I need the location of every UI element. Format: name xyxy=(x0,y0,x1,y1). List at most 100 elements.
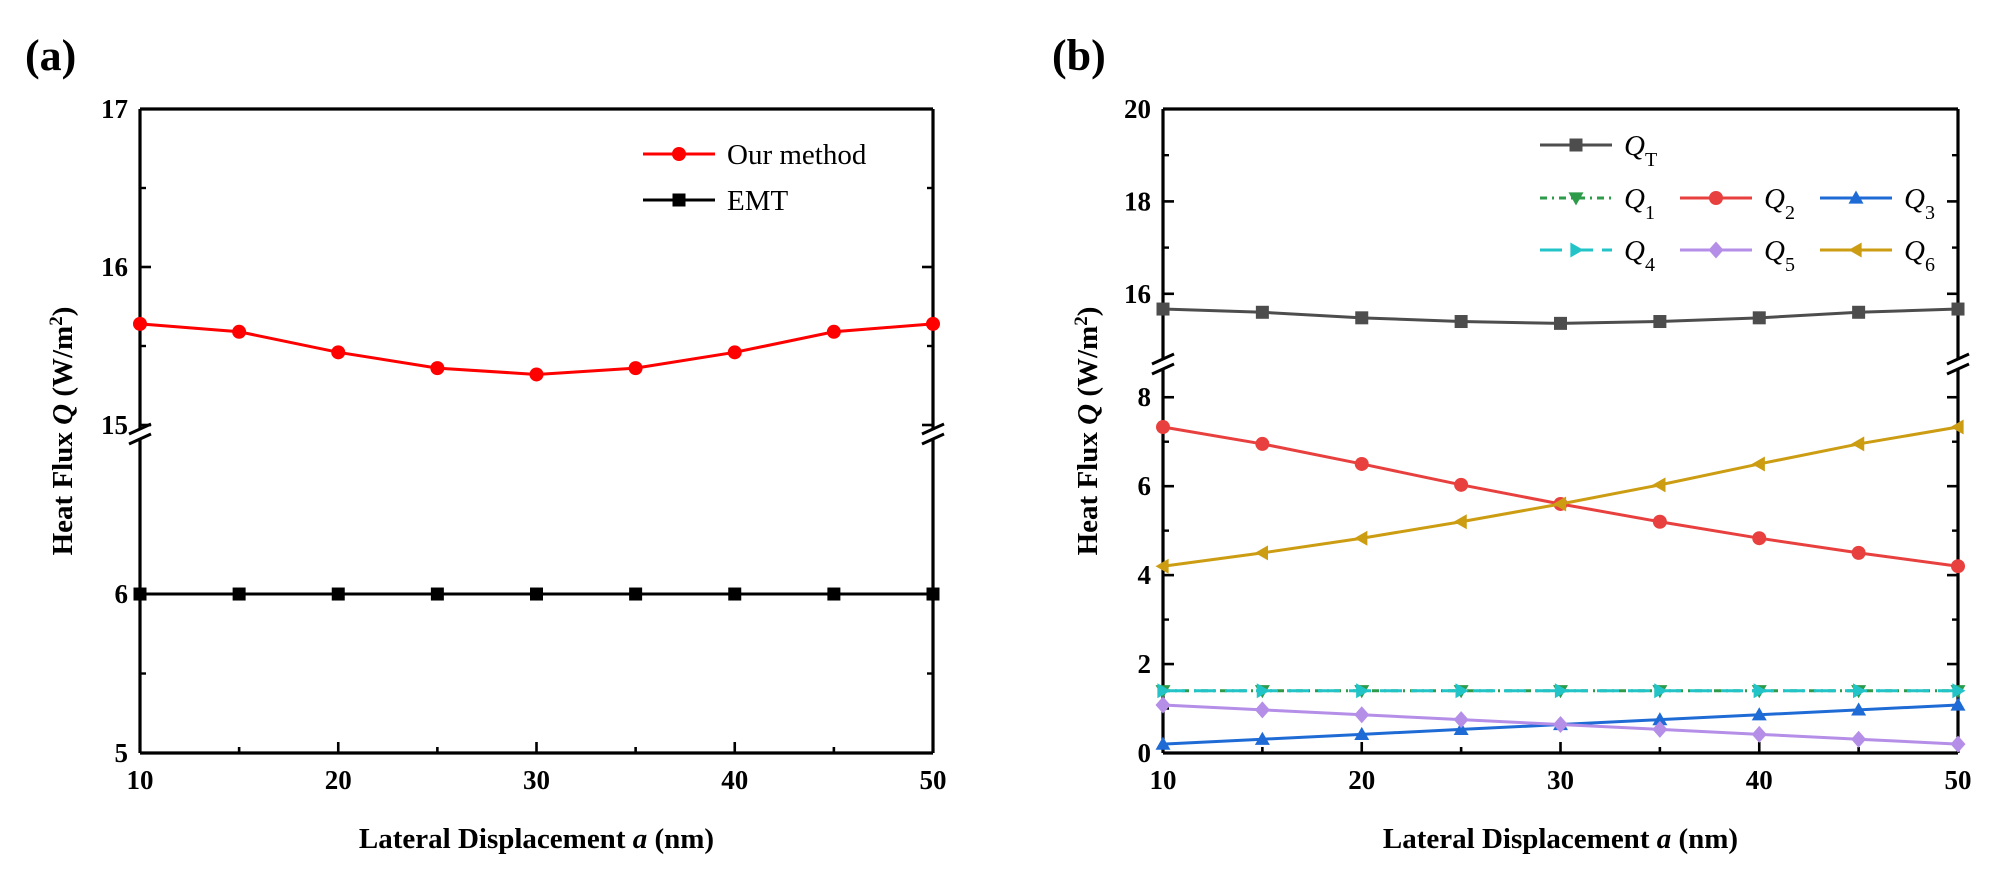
axis-break-mark xyxy=(1946,352,1970,366)
data-point xyxy=(1950,419,1964,435)
data-point xyxy=(1157,683,1171,699)
data-point xyxy=(1950,735,1966,753)
data-point xyxy=(1851,436,1865,452)
data-point xyxy=(1951,559,1965,574)
data-point xyxy=(1254,731,1270,745)
y-tick-label: 16 xyxy=(1124,279,1151,309)
legend-label: Q1 xyxy=(1624,183,1655,224)
data-point xyxy=(1354,456,1369,471)
data-point xyxy=(1256,683,1270,699)
data-point xyxy=(1354,706,1370,724)
data-point xyxy=(1751,725,1767,743)
plot-area-b xyxy=(1155,302,1966,753)
data-point xyxy=(1156,302,1170,316)
data-point xyxy=(232,324,247,339)
y-tick-label: 0 xyxy=(1138,738,1152,768)
data-point xyxy=(1553,496,1567,512)
legend-b: QT Q1 Q2 Q3 Q4 Q5 Q6 xyxy=(1540,130,1935,276)
legend-marker xyxy=(1570,242,1584,258)
data-point xyxy=(1454,315,1468,329)
data-point xyxy=(1155,736,1171,750)
data-point xyxy=(1156,420,1170,435)
y-tick-label: 2 xyxy=(1138,649,1152,679)
legend-label: Q3 xyxy=(1904,183,1935,224)
legend-entry: EMT xyxy=(643,185,789,217)
data-point xyxy=(1155,696,1171,714)
data-point xyxy=(1950,697,1966,711)
chart-a: 10 20 30 40 50 5 6 15 16 17 Lateral Displacement a… xyxy=(25,31,947,855)
axis-break-mark xyxy=(921,422,945,436)
legend-marker xyxy=(1848,190,1864,204)
data-point xyxy=(1851,730,1867,748)
legend-entry: QT xyxy=(1540,130,1657,171)
y-tick-label: 18 xyxy=(1124,186,1151,216)
data-point xyxy=(1652,514,1667,529)
data-point xyxy=(1355,311,1369,325)
data-point xyxy=(1654,683,1668,699)
data-point xyxy=(133,316,147,331)
data-point xyxy=(1254,545,1268,561)
data-point xyxy=(826,324,841,339)
panel-label-b: (b) xyxy=(1052,31,1106,80)
axes-frame-b xyxy=(1151,107,1970,755)
data-point xyxy=(530,587,543,601)
axis-break-mark xyxy=(1151,362,1175,376)
x-tick-label: 10 xyxy=(1150,765,1177,795)
data-point xyxy=(728,587,742,601)
series-line xyxy=(139,322,934,376)
series-a-0 xyxy=(133,316,940,382)
y-tick-label: 6 xyxy=(115,579,129,609)
data-point xyxy=(1354,726,1370,740)
data-point xyxy=(1752,531,1767,546)
data-point xyxy=(926,316,940,331)
data-point xyxy=(1453,721,1469,736)
data-point xyxy=(1255,436,1270,451)
legend-label: Q6 xyxy=(1904,235,1935,276)
y-tick-label: 6 xyxy=(1138,471,1152,501)
axis-break-mark xyxy=(921,432,945,446)
data-point xyxy=(1454,477,1469,492)
data-point xyxy=(727,345,742,360)
data-point xyxy=(926,587,940,601)
data-point xyxy=(1554,316,1567,330)
legend-label: QT xyxy=(1624,130,1657,171)
legend-label: Our method xyxy=(727,139,867,171)
legend-marker xyxy=(672,193,686,207)
legend-marker xyxy=(1568,192,1584,206)
chart-b: 10 20 30 40 50 0 2 4 6 8 16 18 20 Lateral Displacemen… xyxy=(1052,31,1972,855)
data-point xyxy=(1553,716,1568,734)
data-point xyxy=(1853,683,1867,699)
series-b-0 xyxy=(1156,302,1965,330)
data-point xyxy=(1752,311,1766,325)
data-point xyxy=(1952,683,1966,699)
data-point xyxy=(1852,305,1866,319)
legend-entry: Q5 xyxy=(1680,235,1795,276)
x-ticks-a: 10 20 30 40 50 xyxy=(127,742,947,795)
plot-area-a xyxy=(133,316,940,601)
x-tick-label: 50 xyxy=(920,765,947,795)
y-tick-label: 16 xyxy=(101,252,128,282)
series-a-1 xyxy=(133,587,940,601)
legend-entry: Q6 xyxy=(1820,235,1935,276)
legend-marker xyxy=(672,147,686,161)
legend-entry: Q2 xyxy=(1680,183,1795,224)
y-tick-label: 5 xyxy=(115,738,129,768)
x-tick-label: 50 xyxy=(1945,765,1972,795)
data-point xyxy=(629,587,643,601)
axis-break-mark xyxy=(128,432,152,446)
data-point xyxy=(1255,305,1269,319)
y-ticks-a: 5 6 15 16 17 xyxy=(101,94,933,768)
legend-a: Our method EMT xyxy=(643,139,867,217)
x-tick-label: 40 xyxy=(721,765,748,795)
data-point xyxy=(1751,456,1765,472)
data-point xyxy=(331,345,346,360)
series-b-5 xyxy=(1155,696,1966,753)
x-tick-label: 30 xyxy=(523,765,550,795)
x-tick-label: 20 xyxy=(1348,765,1375,795)
x-axis-title: Lateral Displacement a (nm) xyxy=(359,823,714,855)
y-axis-title: Heat Flux Q (W/m2) xyxy=(1071,307,1105,556)
data-point xyxy=(1851,545,1866,560)
data-point xyxy=(628,361,643,376)
data-point xyxy=(1554,683,1568,699)
